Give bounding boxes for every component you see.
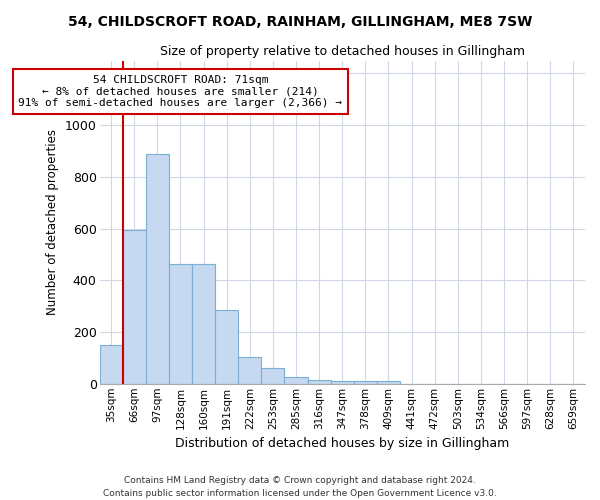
Bar	[215, 310, 238, 384]
Y-axis label: Number of detached properties: Number of detached properties	[46, 129, 59, 315]
Title: Size of property relative to detached houses in Gillingham: Size of property relative to detached ho…	[160, 45, 525, 58]
Bar	[377, 381, 400, 384]
Bar	[238, 356, 262, 384]
Bar	[308, 380, 331, 384]
Bar	[169, 264, 192, 384]
Bar	[284, 378, 308, 384]
Bar	[262, 368, 284, 384]
Bar	[192, 264, 215, 384]
Text: Contains HM Land Registry data © Crown copyright and database right 2024.
Contai: Contains HM Land Registry data © Crown c…	[103, 476, 497, 498]
Text: 54, CHILDSCROFT ROAD, RAINHAM, GILLINGHAM, ME8 7SW: 54, CHILDSCROFT ROAD, RAINHAM, GILLINGHA…	[68, 15, 532, 29]
Bar	[100, 345, 122, 384]
Bar	[146, 154, 169, 384]
Bar	[331, 381, 354, 384]
Bar	[354, 381, 377, 384]
Bar	[122, 230, 146, 384]
X-axis label: Distribution of detached houses by size in Gillingham: Distribution of detached houses by size …	[175, 437, 509, 450]
Text: 54 CHILDSCROFT ROAD: 71sqm
← 8% of detached houses are smaller (214)
91% of semi: 54 CHILDSCROFT ROAD: 71sqm ← 8% of detac…	[19, 75, 343, 108]
